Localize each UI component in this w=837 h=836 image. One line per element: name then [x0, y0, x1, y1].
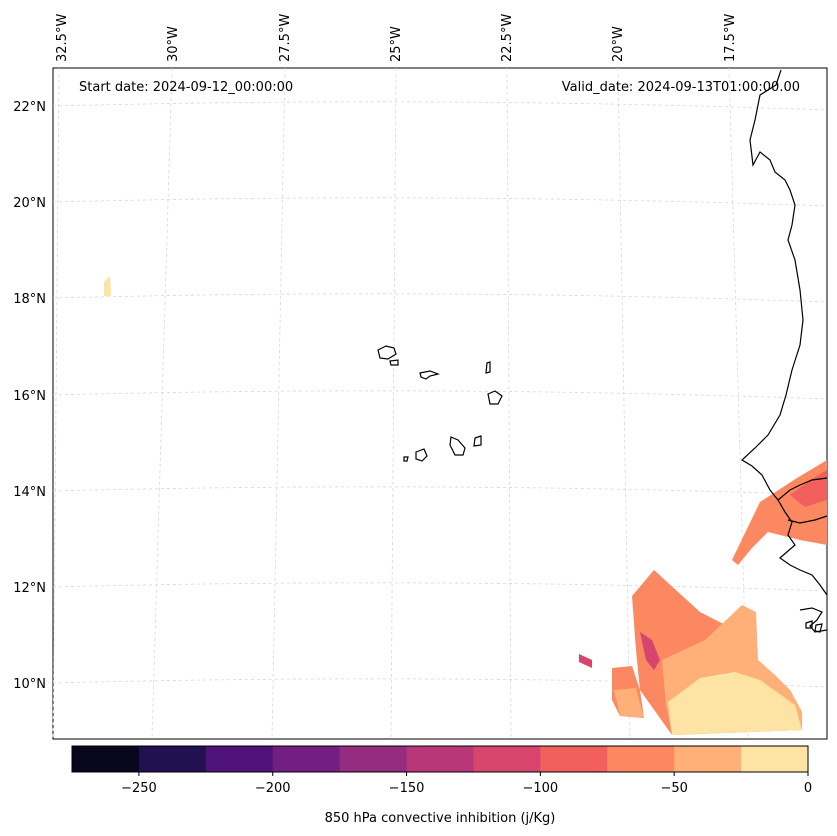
west-africa-coast [741, 69, 828, 501]
gambia-coast [777, 499, 828, 596]
meridian-32-5w [52, 67, 60, 740]
colorbar-segment [205, 746, 274, 772]
colorbar-tick-label: −250 [121, 781, 157, 796]
colorbar-tick-label: −150 [389, 781, 425, 796]
lat-label: 22°N [13, 100, 46, 115]
colorbar-segment [607, 746, 675, 772]
santo-antao [377, 345, 397, 360]
lat-label: 14°N [13, 485, 46, 500]
sao-vicente [389, 359, 399, 366]
valid-date-label: Valid_date: 2024-09-13T01:00:00.00 [562, 80, 800, 95]
lat-label: 12°N [13, 581, 46, 596]
meridian-30w [151, 67, 173, 740]
lon-label: 27.5°W [278, 14, 293, 62]
cin-patch-south-red [640, 632, 660, 670]
colorbar-tick-label: 0 [804, 781, 812, 796]
parallel-14n [52, 486, 828, 496]
lon-label: 32.5°W [55, 14, 70, 62]
meridian-20w [617, 67, 631, 740]
coastlines [377, 69, 828, 633]
parallel-20n [52, 197, 828, 207]
colorbar-segment [339, 746, 408, 772]
colorbar-segment [540, 746, 608, 772]
bijagos [805, 620, 823, 633]
bissau-coast [799, 607, 828, 633]
parallel-18n [52, 293, 828, 303]
brava [403, 456, 409, 462]
colorbar-segment [674, 746, 742, 772]
colorbar-border [71, 745, 809, 773]
santiago [449, 436, 466, 456]
gambia-river [787, 515, 828, 524]
lon-label: 25°W [389, 26, 404, 62]
colorbar-tick-label: −50 [660, 781, 687, 796]
sao-nicolau [419, 370, 441, 380]
meridian-27-5w [271, 67, 286, 740]
parallel-12n [52, 582, 828, 592]
parallel-22n [52, 101, 828, 111]
colorbar-segment [138, 746, 207, 772]
lon-label: 20°W [611, 26, 626, 62]
colorbar-tick-label: −100 [523, 781, 559, 796]
maio [473, 435, 482, 447]
cin-patch-small-light [614, 688, 644, 718]
lat-label: 18°N [13, 292, 46, 307]
parallel-16n [52, 390, 828, 400]
boa-vista [487, 390, 503, 405]
colorbar-segment [741, 746, 809, 772]
sal [485, 361, 491, 374]
fogo [415, 448, 428, 462]
meridian-25w [390, 67, 397, 740]
cin-patch-small-red [579, 654, 592, 668]
colorbar-segment [473, 746, 541, 772]
meridian-22-5w [506, 67, 512, 740]
lon-labels: 32.5°W 30°W 27.5°W 25°W 22.5°W 20°W 17.5… [55, 14, 738, 62]
colorbar-tick-label: −200 [255, 781, 291, 796]
lat-label: 20°N [13, 196, 46, 211]
cin-patch-south-palest [668, 672, 802, 735]
lon-label: 17.5°W [723, 14, 738, 62]
colorbar-segment [406, 746, 474, 772]
colorbar-segment [72, 746, 140, 772]
lon-label: 30°W [166, 26, 181, 62]
cin-patch-west [104, 276, 111, 296]
lat-label: 10°N [13, 677, 46, 692]
colorbar: −250 −200 −150 −100 −50 0 [71, 745, 812, 796]
lon-label: 22.5°W [500, 14, 515, 62]
colorbar-label: 850 hPa convective inhibition (j/Kg) [325, 811, 556, 826]
lat-label: 16°N [13, 389, 46, 404]
lat-labels: 22°N 20°N 18°N 16°N 14°N 12°N 10°N [13, 100, 46, 692]
parallel-10n [52, 678, 828, 688]
start-date-label: Start date: 2024-09-12_00:00:00 [79, 80, 293, 95]
colorbar-segment [272, 746, 341, 772]
